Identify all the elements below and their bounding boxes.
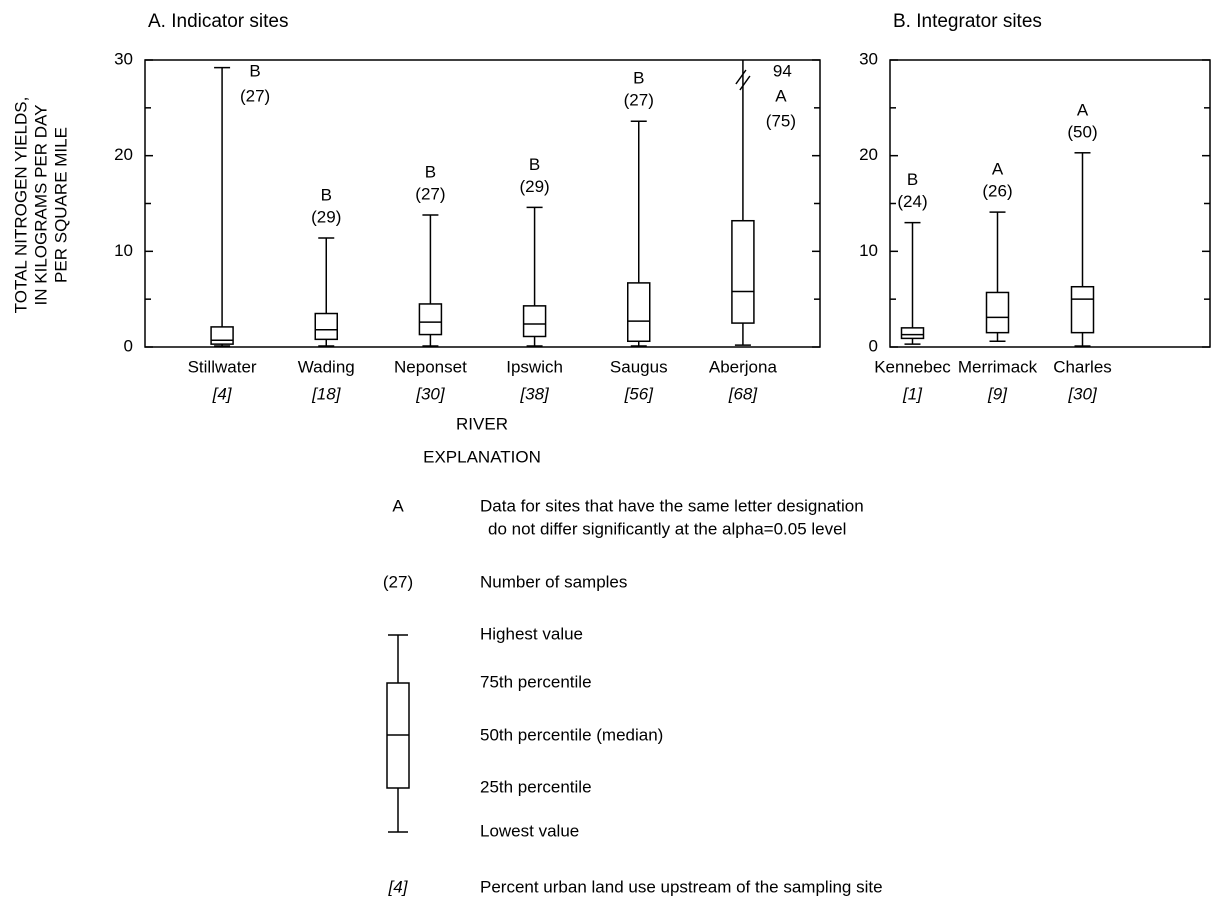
box [418,303,443,336]
legend-symbol: (27) [383,572,413,591]
urban-label: [9] [987,384,1008,403]
letter-label: A [775,86,787,105]
x-tick-label: Neponset [394,357,467,376]
letter-label: B [529,155,540,174]
y-tick-label: 20 [859,145,878,164]
axis-break [739,75,751,91]
x-tick-label: Merrimack [958,357,1038,376]
legend-text: Number of samples [480,572,627,591]
letter-label: B [321,185,332,204]
x-tick-label: Ipswich [506,357,563,376]
urban-label: [56] [624,384,655,403]
count-label: (27) [624,91,654,110]
urban-label: [30] [415,384,446,403]
legend-text: Data for sites that have the same letter… [480,496,864,515]
y-tick-label: 20 [114,145,133,164]
letter-label: B [425,162,436,181]
legend-symbol: A [392,496,404,515]
urban-label: [4] [212,384,233,403]
legend-text: do not differ significantly at the alpha… [488,519,846,538]
max-label: 94 [773,61,792,80]
box [210,326,234,345]
legend-text: 75th percentile [480,672,592,691]
legend-symbol: [4] [388,877,409,896]
legend-title: EXPLANATION [423,447,541,466]
y-tick-label: 0 [869,336,878,355]
x-tick-label: Kennebec [874,357,951,376]
urban-label: [1] [902,384,923,403]
chart-title: A. Indicator sites [148,11,288,32]
count-label: (24) [897,192,927,211]
count-label: (29) [311,207,341,226]
urban-label: [18] [311,384,342,403]
y-tick-label: 10 [859,241,878,260]
letter-label: B [907,170,918,189]
x-tick-label: Saugus [610,357,668,376]
legend-text: Lowest value [480,821,579,840]
count-label: (29) [519,177,549,196]
x-tick-label: Wading [298,357,355,376]
y-tick-label: 30 [859,49,878,68]
letter-label: B [249,61,260,80]
x-tick-label: Aberjona [709,357,778,376]
count-label: (75) [766,111,796,130]
box [900,327,925,340]
box [985,291,1010,334]
box [1070,285,1095,334]
urban-label: [68] [728,384,759,403]
y-tick-label: 30 [114,49,133,68]
legend-text: Percent urban land use upstream of the s… [480,877,883,896]
box [627,282,651,343]
plot-frame [889,59,1211,348]
box [314,312,338,341]
axis-break [735,69,747,85]
y-label-line: IN KILOGRAMS PER DAY [31,105,50,306]
letter-label: A [992,160,1004,179]
y-tick-label: 0 [124,336,133,355]
x-tick-label: Stillwater [188,357,257,376]
y-label-line: PER SQUARE MILE [51,127,70,283]
count-label: (27) [240,86,270,105]
box [522,305,547,338]
legend-text: Highest value [480,624,583,643]
chart-title: B. Integrator sites [893,11,1042,32]
legend: A Data for sites that have the same lett… [383,496,883,896]
letter-label: A [1077,100,1089,119]
x-tick-label: Charles [1053,357,1112,376]
y-label-line: TOTAL NITROGEN YIELDS, [11,97,30,314]
count-label: (50) [1067,122,1097,141]
legend-text: 25th percentile [480,777,592,796]
urban-label: [30] [1067,384,1098,403]
box [731,219,755,324]
urban-label: [38] [519,384,550,403]
count-label: (27) [415,184,445,203]
y-tick-label: 10 [114,241,133,260]
letter-label: B [633,69,644,88]
count-label: (26) [982,182,1012,201]
x-axis-label: RIVER [456,414,508,433]
y-axis-label: TOTAL NITROGEN YIELDS, IN KILOGRAMS PER … [11,97,70,314]
legend-text: 50th percentile (median) [480,725,663,744]
